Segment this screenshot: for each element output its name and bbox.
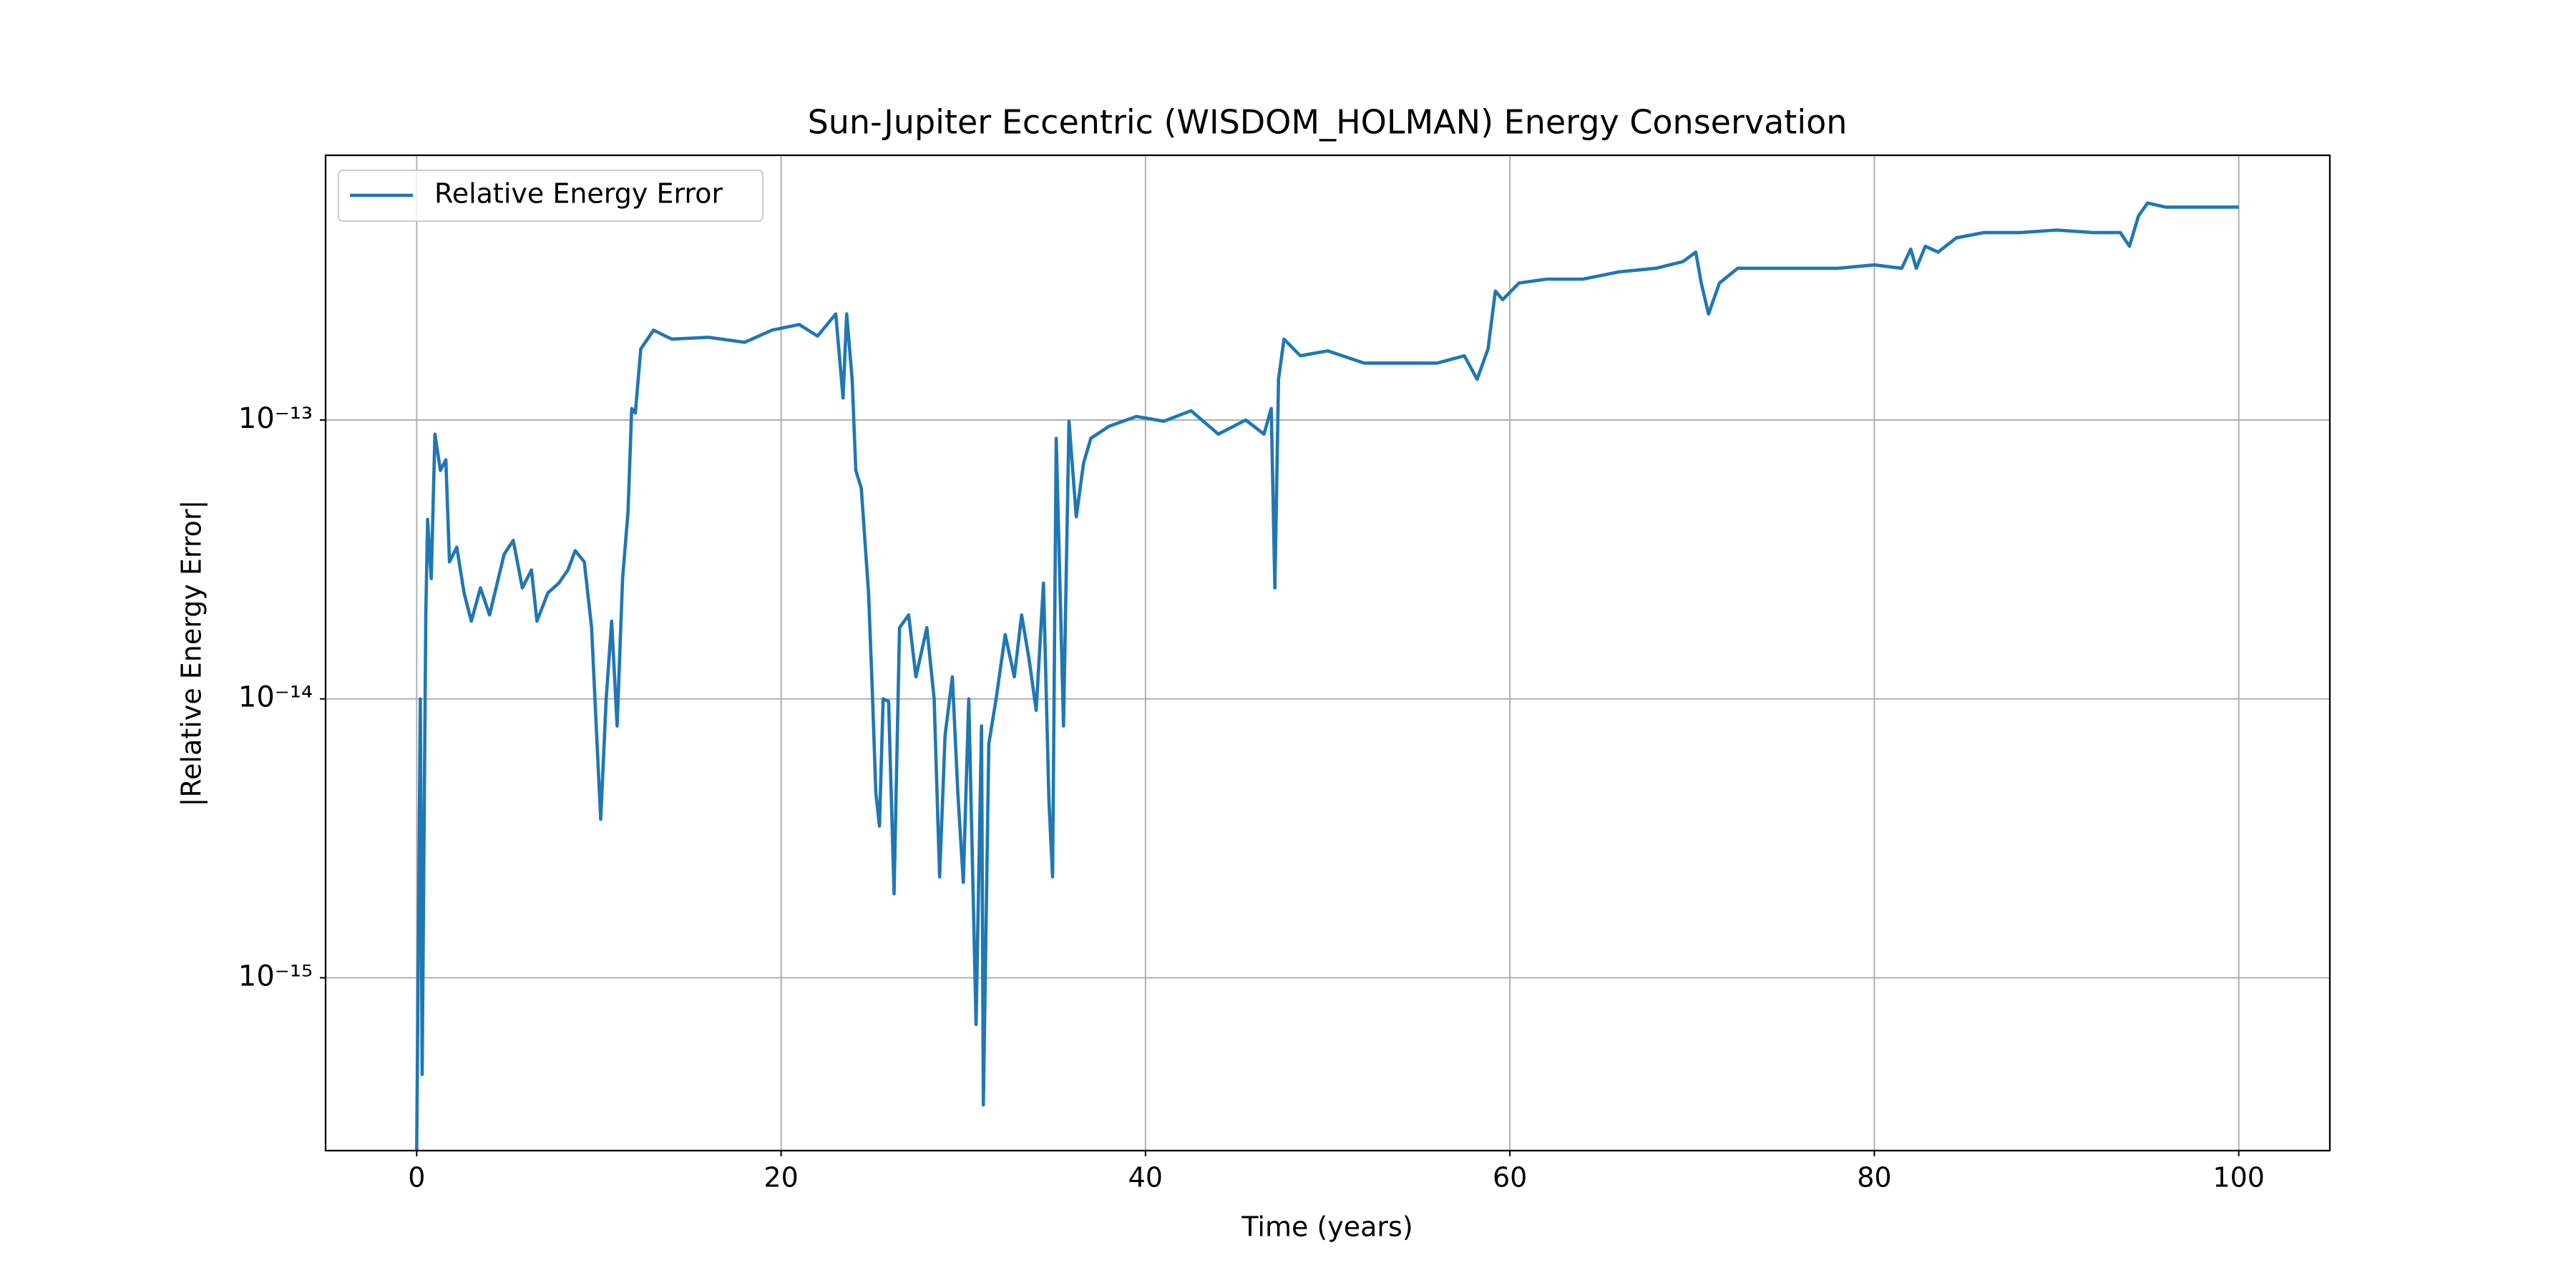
data-line [415, 201, 2239, 1151]
y-tick-label: 10⁻¹⁴ [238, 681, 313, 714]
y-tick-label: 10⁻¹³ [238, 402, 313, 435]
plot-frame [324, 154, 2331, 1152]
legend-label: Relative Energy Error [434, 178, 723, 210]
y-axis-label: |Relative Energy Error| [176, 500, 208, 807]
legend-box [338, 170, 763, 222]
x-tick-label: 60 [1493, 1162, 1527, 1194]
x-tick-label: 80 [1857, 1162, 1891, 1194]
chart-title: Sun-Jupiter Eccentric (WISDOM_HOLMAN) En… [808, 103, 1848, 142]
y-tick-label: 10⁻¹⁵ [238, 960, 313, 992]
x-tick-label: 0 [408, 1162, 425, 1194]
x-tick-label: 40 [1128, 1162, 1163, 1194]
x-tick-label: 100 [2212, 1162, 2265, 1194]
x-axis-label: Time (years) [1241, 1211, 1413, 1243]
x-tick-label: 20 [763, 1162, 798, 1194]
